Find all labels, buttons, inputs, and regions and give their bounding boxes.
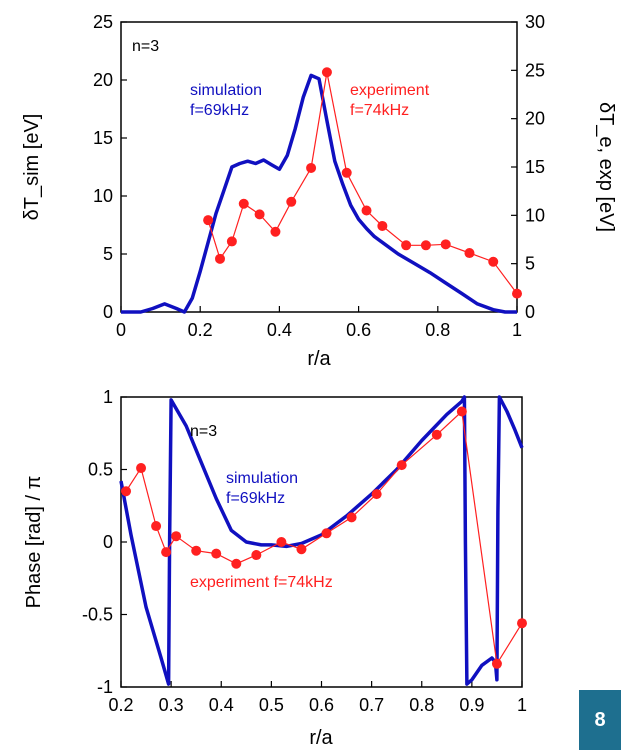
top-y-tick-label-right: 10 bbox=[525, 205, 545, 225]
top-panel: 0 0.2 0.4 0.6 0.8 1 0 5 10 15 20 25 0 5 10 15 20 25 30 n… bbox=[21, 12, 617, 370]
top-simulation-series bbox=[121, 73, 517, 314]
top-experiment-point bbox=[215, 253, 225, 264]
bottom-experiment-points bbox=[121, 406, 527, 669]
bottom-experiment-point bbox=[171, 531, 182, 542]
top-experiment-point bbox=[440, 239, 451, 250]
bottom-y-tick-label: -0.5 bbox=[82, 605, 113, 625]
top-y-tick-label-right: 20 bbox=[525, 109, 545, 129]
bottom-x-tick-label: 0.7 bbox=[359, 695, 384, 715]
top-experiment-point bbox=[254, 209, 265, 220]
top-x-tick-label: 1 bbox=[512, 320, 522, 340]
bottom-x-tick-label: 1 bbox=[517, 695, 527, 715]
top-sim-label-2: f=69kHz bbox=[190, 102, 249, 119]
bottom-exp-label: experiment f=74kHz bbox=[190, 574, 333, 591]
top-y-ticks-right: 0 5 10 15 20 25 30 bbox=[511, 12, 545, 322]
bottom-y-tick-label: 0 bbox=[103, 532, 113, 552]
top-experiment-point bbox=[401, 240, 412, 251]
top-experiment-point bbox=[286, 196, 297, 207]
bottom-x-tick-label: 0.4 bbox=[209, 695, 234, 715]
top-experiment-point bbox=[488, 256, 499, 267]
bottom-experiment-point bbox=[346, 512, 357, 523]
bottom-x-tick-label: 0.8 bbox=[409, 695, 434, 715]
bottom-experiment-point bbox=[491, 658, 502, 669]
bottom-experiment-point bbox=[371, 489, 382, 500]
bottom-x-ticks: 0.2 0.3 0.4 0.5 0.6 0.7 0.8 0.9 1 bbox=[108, 681, 527, 715]
top-mode-label: n=3 bbox=[132, 38, 159, 55]
top-y-tick-label-left: 15 bbox=[93, 128, 113, 148]
bottom-mode-label: n=3 bbox=[190, 423, 217, 440]
top-experiment-point bbox=[203, 215, 214, 226]
bottom-y-tick-label: -1 bbox=[97, 677, 113, 697]
top-sim-label-1: simulation bbox=[190, 82, 262, 99]
top-y-tick-label-left: 10 bbox=[93, 186, 113, 206]
top-experiment-point bbox=[321, 67, 332, 78]
top-experiment-points bbox=[203, 67, 522, 299]
top-y-tick-label-left: 25 bbox=[93, 12, 113, 32]
bottom-experiment-point bbox=[517, 618, 527, 629]
top-exp-label-2: f=74kHz bbox=[350, 102, 409, 119]
top-exp-label-1: experiment bbox=[350, 82, 430, 99]
top-experiment-point bbox=[341, 167, 352, 178]
top-experiment-point bbox=[361, 205, 372, 216]
top-experiment-point bbox=[270, 226, 281, 237]
top-y-tick-label-left: 20 bbox=[93, 70, 113, 90]
top-experiment-point bbox=[512, 288, 522, 299]
bottom-experiment-point bbox=[121, 486, 132, 497]
bottom-sim-label-1: simulation bbox=[226, 470, 298, 487]
top-x-tick-label: 0.2 bbox=[188, 320, 213, 340]
top-y-tick-label-left: 5 bbox=[103, 244, 113, 264]
top-y-tick-label-right: 5 bbox=[525, 254, 535, 274]
bottom-x-axis-label: r/a bbox=[309, 727, 333, 749]
bottom-x-tick-label: 0.3 bbox=[159, 695, 184, 715]
bottom-experiment-point bbox=[431, 429, 442, 440]
top-x-tick-label: 0.6 bbox=[346, 320, 371, 340]
bottom-y-ticks: -1 -0.5 0 0.5 1 bbox=[82, 387, 127, 697]
bottom-experiment-point bbox=[136, 463, 147, 474]
top-plot-frame bbox=[120, 21, 518, 313]
bottom-experiment-point bbox=[396, 460, 407, 471]
top-x-axis-label: r/a bbox=[307, 348, 331, 370]
bottom-y-tick-label: 0.5 bbox=[88, 460, 113, 480]
bottom-plot-frame bbox=[120, 396, 523, 688]
bottom-experiment-point bbox=[321, 528, 332, 539]
bottom-experiment-point bbox=[211, 548, 222, 559]
top-y-tick-label-right: 30 bbox=[525, 12, 545, 32]
top-experiment-point bbox=[226, 236, 237, 247]
page-number-badge: 8 bbox=[579, 690, 621, 750]
bottom-experiment-point bbox=[296, 544, 307, 555]
top-x-ticks: 0 0.2 0.4 0.6 0.8 1 bbox=[116, 306, 522, 340]
bottom-experiment-point bbox=[151, 521, 162, 532]
top-y-tick-label-left: 0 bbox=[103, 302, 113, 322]
bottom-experiment-point bbox=[231, 558, 242, 569]
bottom-x-tick-label: 0.2 bbox=[108, 695, 133, 715]
top-experiment-point bbox=[464, 248, 475, 259]
bottom-y-tick-label: 1 bbox=[103, 387, 113, 407]
top-experiment-point bbox=[238, 198, 249, 209]
bottom-experiment-point bbox=[251, 550, 262, 561]
top-y-axis-label-right: δT_e, exp [eV] bbox=[595, 102, 617, 232]
top-y-tick-label-right: 0 bbox=[525, 302, 535, 322]
bottom-experiment-point bbox=[456, 406, 467, 417]
bottom-x-tick-label: 0.6 bbox=[309, 695, 334, 715]
top-y-tick-label-right: 15 bbox=[525, 157, 545, 177]
top-y-axis-label-left: δT_sim [eV] bbox=[21, 114, 43, 221]
bottom-experiment-series bbox=[125, 410, 523, 666]
bottom-y-axis-label: Phase [rad] / π bbox=[23, 476, 45, 609]
bottom-experiment-point bbox=[276, 537, 287, 547]
top-experiment-point bbox=[420, 240, 431, 251]
top-y-tick-label-right: 25 bbox=[525, 60, 545, 80]
top-experiment-point bbox=[306, 162, 317, 173]
bottom-x-tick-label: 0.5 bbox=[259, 695, 284, 715]
top-y-ticks-left: 0 5 10 15 20 25 bbox=[93, 12, 127, 322]
bottom-sim-label-2: f=69kHz bbox=[226, 490, 285, 507]
bottom-panel: 0.2 0.3 0.4 0.5 0.6 0.7 0.8 0.9 1 -1 -0.5 0 0.5 1 n=… bbox=[23, 387, 527, 749]
top-x-tick-label: 0.8 bbox=[425, 320, 450, 340]
bottom-x-tick-label: 0.9 bbox=[459, 695, 484, 715]
bottom-experiment-point bbox=[191, 545, 202, 556]
top-experiment-point bbox=[377, 220, 388, 231]
top-x-tick-label: 0.4 bbox=[267, 320, 292, 340]
top-x-tick-label: 0 bbox=[116, 320, 126, 340]
bottom-experiment-point bbox=[161, 547, 172, 558]
